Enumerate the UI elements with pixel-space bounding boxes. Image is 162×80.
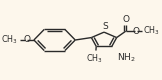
Text: O: O [132, 27, 139, 36]
Text: NH$_2$: NH$_2$ [117, 52, 136, 64]
Text: S: S [102, 22, 108, 31]
Text: CH$_3$: CH$_3$ [1, 34, 18, 46]
Text: CH$_3$: CH$_3$ [86, 52, 103, 65]
Text: O: O [23, 36, 30, 44]
Text: O: O [122, 15, 129, 24]
Text: CH$_3$: CH$_3$ [143, 25, 160, 37]
